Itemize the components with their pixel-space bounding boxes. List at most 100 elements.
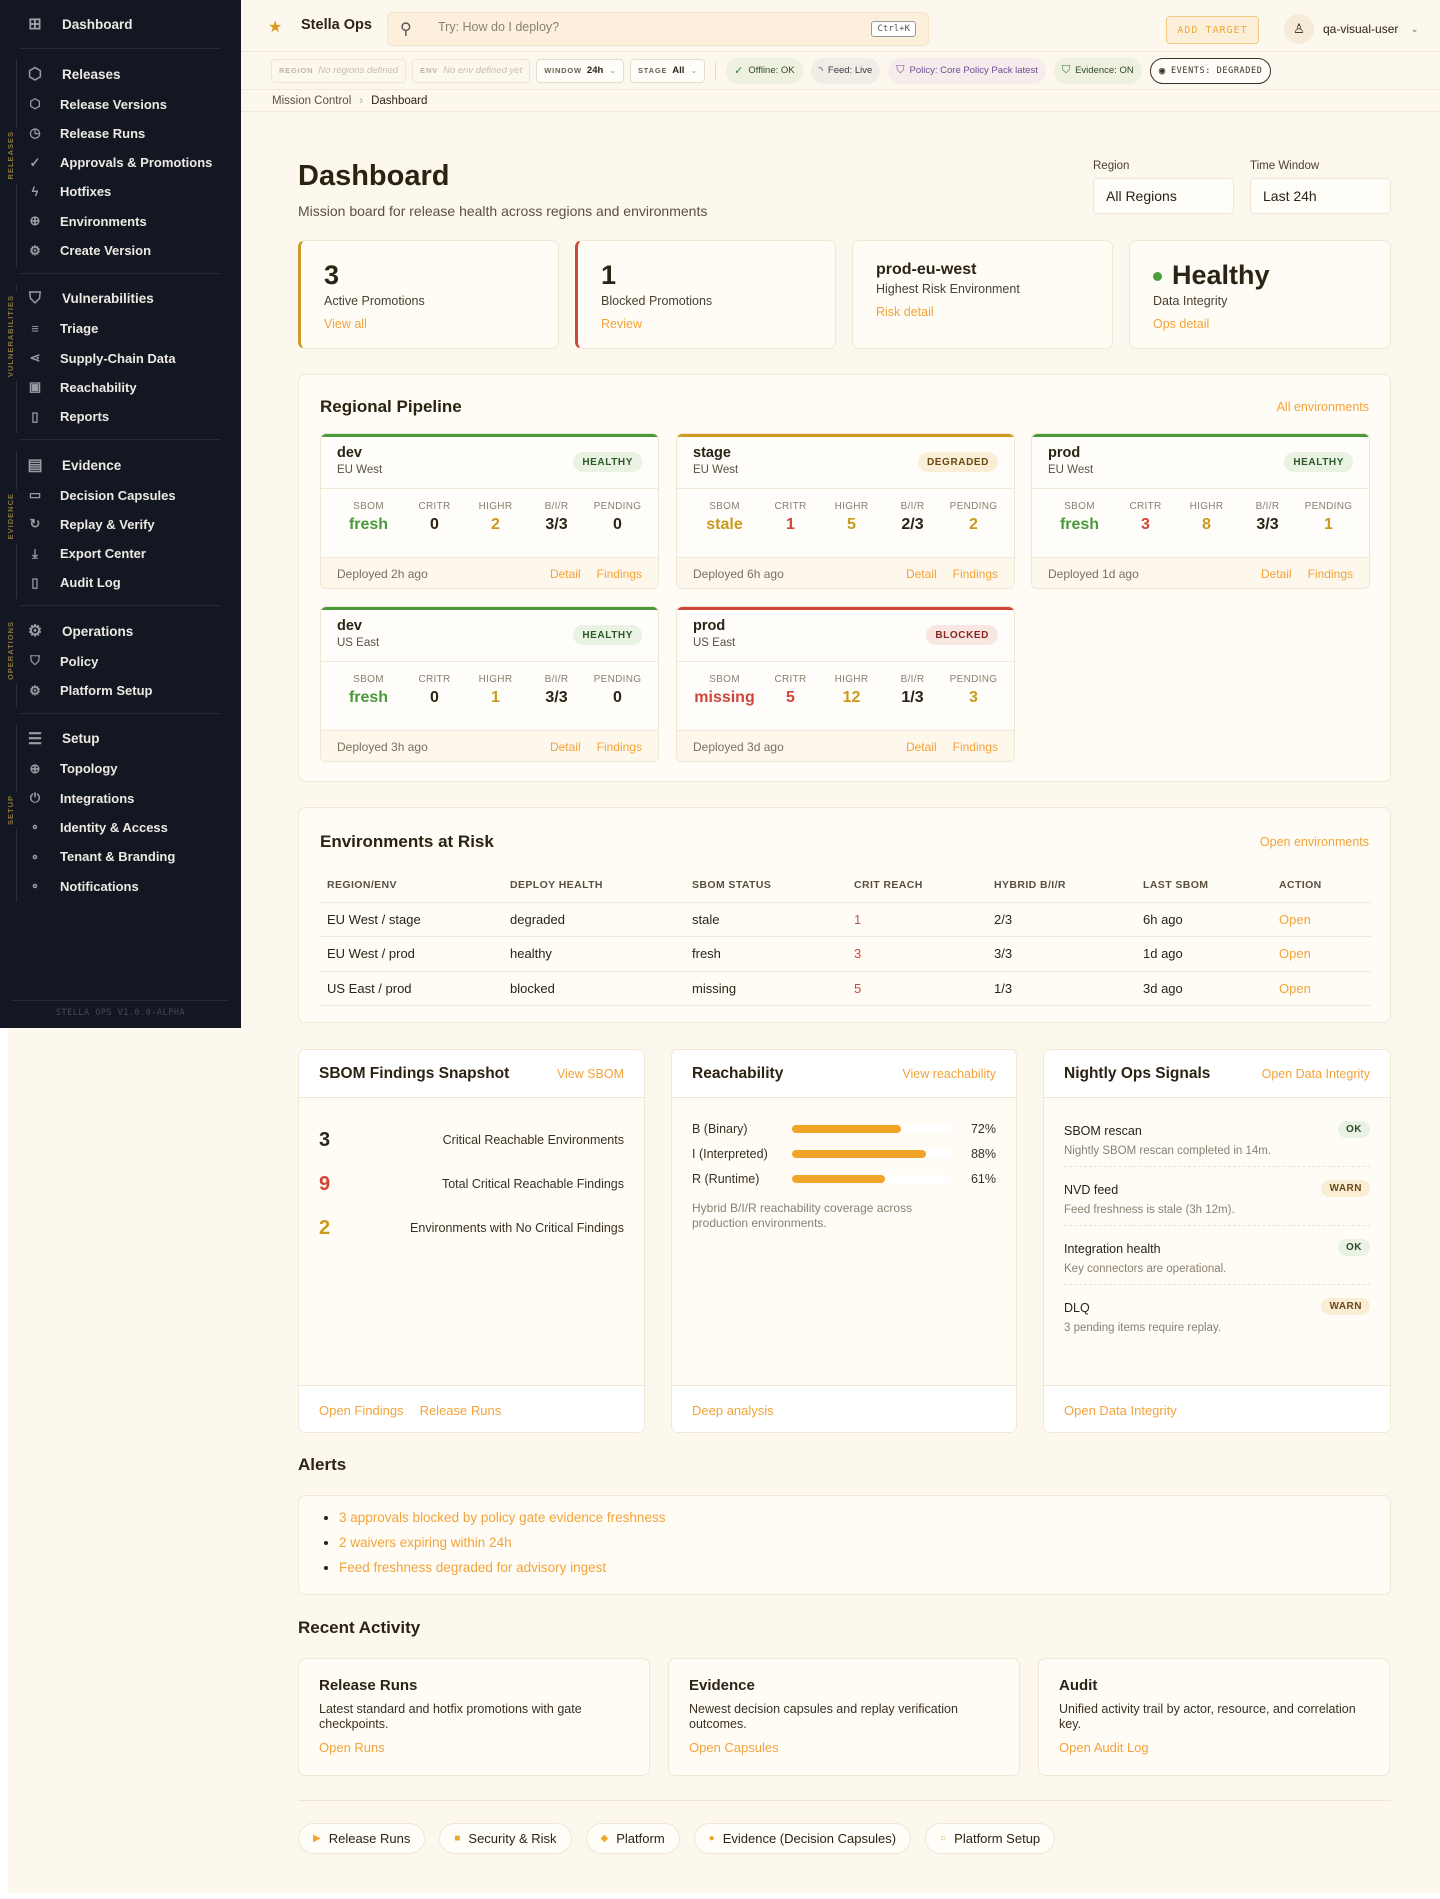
status-chip[interactable]: ⛉ Evidence: ON: [1053, 57, 1142, 84]
all-environments-link[interactable]: All environments: [1276, 400, 1369, 414]
open-link[interactable]: Open: [1272, 936, 1371, 972]
window-filter[interactable]: WINDOW 24h ⌄: [536, 58, 624, 83]
sidebar-item-label: Approvals & Promotions: [60, 155, 213, 171]
activity-link[interactable]: Open Capsules: [689, 1740, 779, 1755]
sidebar-item-reachability[interactable]: ▣ Reachability: [26, 374, 137, 400]
sidebar-item-integrations[interactable]: ⏻ Integrations: [26, 785, 135, 811]
power-icon: ⏻: [29, 790, 41, 806]
open-findings-link[interactable]: Open Findings: [319, 1402, 404, 1418]
breadcrumb-mission-control[interactable]: Mission Control: [272, 95, 352, 107]
panel-title: Regional Pipeline: [320, 397, 462, 416]
stage-filter[interactable]: STAGE All ⌄: [630, 58, 706, 83]
findings-link[interactable]: Findings: [596, 740, 642, 754]
user-menu[interactable]: ♙ qa-visual-user ⌄: [1284, 14, 1419, 44]
findings-link[interactable]: Findings: [952, 567, 998, 581]
quick-link-platform-setup[interactable]: ○ Platform Setup: [925, 1823, 1056, 1854]
sidebar-item-label: Notifications: [60, 878, 139, 894]
sidebar-item-decision-capsules[interactable]: ▭ Decision Capsules: [26, 482, 176, 508]
sidebar-item-platform-setup[interactable]: ⚙ Platform Setup: [26, 678, 152, 704]
env-filter[interactable]: ENV No env defined yet: [412, 58, 531, 83]
alert-item[interactable]: 3 approvals blocked by policy gate evide…: [339, 1510, 1370, 1535]
sidebar-item-tenant-branding[interactable]: ∘ Tenant & Branding: [26, 844, 175, 870]
status-badge: WARN: [1321, 1180, 1370, 1197]
kpi-link[interactable]: View all: [324, 317, 367, 331]
sbom-findings-panel: SBOM Findings Snapshot View SBOM 3 Critica…: [298, 1049, 645, 1433]
status-chip[interactable]: ◝ Feed: Live: [810, 57, 881, 84]
sidebar-item-supply-chain-data[interactable]: ⋖ Supply-Chain Data: [26, 345, 176, 371]
sidebar-item-vulnerabilities[interactable]: ⛉ Vulnerabilities: [26, 286, 154, 312]
activity-link[interactable]: Open Runs: [319, 1740, 385, 1755]
sidebar-item-release-versions[interactable]: ⬡ Release Versions: [26, 91, 167, 117]
activity-title: Audit: [1059, 1677, 1098, 1694]
region-filter-label: REGION: [279, 66, 314, 75]
open-data-integrity-footer-link[interactable]: Open Data Integrity: [1064, 1402, 1177, 1418]
view-reachability-link[interactable]: View reachability: [902, 1066, 996, 1081]
sidebar-item-label: Dashboard: [62, 16, 133, 32]
release-runs-link[interactable]: Release Runs: [419, 1402, 502, 1418]
region-filter[interactable]: REGION No regions defined: [271, 58, 407, 83]
findings-link[interactable]: Findings: [952, 740, 998, 754]
sidebar-item-reports[interactable]: ▯ Reports: [26, 404, 109, 430]
sidebar-item-environments[interactable]: ⊕ Environments: [26, 208, 147, 234]
stage-filter-label: STAGE: [638, 66, 668, 75]
sidebar-item-release-runs[interactable]: ◷ Release Runs: [26, 120, 145, 146]
sidebar-item-approvals-promotions[interactable]: ✓ Approvals & Promotions: [26, 150, 213, 176]
signal-row: NVD feed Feed freshness is stale (3h 12m)…: [1064, 1177, 1370, 1226]
findings-link[interactable]: Findings: [596, 567, 642, 581]
search-box[interactable]: ⚲ Ctrl+K: [387, 12, 929, 46]
metric-label: HIGHR: [478, 674, 513, 685]
quick-link-security-risk[interactable]: ■ Security & Risk: [439, 1823, 572, 1854]
add-target-button[interactable]: ADD TARGET: [1166, 16, 1259, 44]
quick-link-evidence-decision-capsules-[interactable]: ● Evidence (Decision Capsules): [693, 1823, 912, 1854]
alert-item[interactable]: Feed freshness degraded for advisory ing…: [339, 1560, 1370, 1585]
findings-link[interactable]: Findings: [1307, 567, 1353, 581]
card-header: dev EU West HEALTHY: [321, 437, 658, 489]
sidebar-item-create-version[interactable]: ⚙ Create Version: [26, 238, 151, 264]
open-data-integrity-link[interactable]: Open Data Integrity: [1261, 1066, 1370, 1081]
sidebar-item-operations[interactable]: ⚙ Operations: [26, 618, 133, 644]
quick-link-platform[interactable]: ◆ Platform: [585, 1823, 680, 1854]
search-input[interactable]: [438, 20, 818, 34]
quick-link-label: Platform Setup: [954, 1831, 1041, 1846]
sidebar-item-notifications[interactable]: ∘ Notifications: [26, 873, 139, 899]
sidebar-item-identity-access[interactable]: ∘ Identity & Access: [26, 814, 168, 840]
activity-link[interactable]: Open Audit Log: [1059, 1740, 1149, 1755]
time-window-select[interactable]: Last 24h: [1250, 178, 1391, 214]
kpi-link[interactable]: Ops detail: [1153, 317, 1210, 331]
quick-link-release-runs[interactable]: ▶ Release Runs: [298, 1823, 426, 1854]
detail-link[interactable]: Detail: [1260, 567, 1292, 581]
status-chip[interactable]: ◉ EVENTS: DEGRADED: [1149, 57, 1272, 84]
kpi-link[interactable]: Review: [601, 317, 642, 331]
sidebar-item-hotfixes[interactable]: ϟ Hotfixes: [26, 179, 112, 205]
view-sbom-link[interactable]: View SBOM: [556, 1066, 624, 1081]
detail-link[interactable]: Detail: [549, 740, 581, 754]
open-link[interactable]: Open: [1272, 902, 1371, 937]
time-window-group: Time Window Last 24h: [1250, 160, 1391, 214]
kpi-link[interactable]: Risk detail: [876, 305, 934, 319]
metric-label: B/I/R: [900, 674, 925, 685]
brand-name[interactable]: Stella Ops: [301, 17, 372, 33]
table-cell: 3d ago: [1136, 971, 1272, 1006]
sidebar-item-triage[interactable]: ≡ Triage: [26, 316, 98, 342]
sidebar-item-audit-log[interactable]: ▯ Audit Log: [26, 570, 120, 596]
rss-icon: ◝: [818, 65, 823, 77]
open-link[interactable]: Open: [1272, 971, 1371, 1006]
status-chip[interactable]: ✓ Offline: OK: [726, 57, 803, 84]
sidebar-item-dashboard[interactable]: ⊞ Dashboard: [26, 11, 133, 37]
sidebar-item-replay-verify[interactable]: ↻ Replay & Verify: [26, 511, 155, 537]
sidebar-item-export-center[interactable]: ⤓ Export Center: [26, 541, 146, 567]
sidebar-item-setup[interactable]: ☰ Setup: [26, 726, 100, 752]
sidebar-item-topology[interactable]: ⊕ Topology: [26, 756, 118, 782]
sidebar-item-releases[interactable]: ⬡ Releases: [26, 61, 121, 87]
deep-analysis-link[interactable]: Deep analysis: [692, 1402, 774, 1418]
region-select[interactable]: All Regions: [1093, 178, 1234, 214]
detail-link[interactable]: Detail: [905, 740, 937, 754]
alert-item[interactable]: 2 waivers expiring within 24h: [339, 1535, 1370, 1560]
sidebar-item-policy[interactable]: ⛉ Policy: [26, 648, 98, 674]
detail-link[interactable]: Detail: [905, 567, 937, 581]
sidebar-item-evidence[interactable]: ▤ Evidence: [26, 452, 121, 478]
detail-link[interactable]: Detail: [549, 567, 581, 581]
status-chip[interactable]: ⛉ Policy: Core Policy Pack latest: [888, 57, 1046, 84]
open-environments-link[interactable]: Open environments: [1259, 835, 1369, 849]
column-header: HYBRID B/I/R: [987, 868, 1136, 903]
